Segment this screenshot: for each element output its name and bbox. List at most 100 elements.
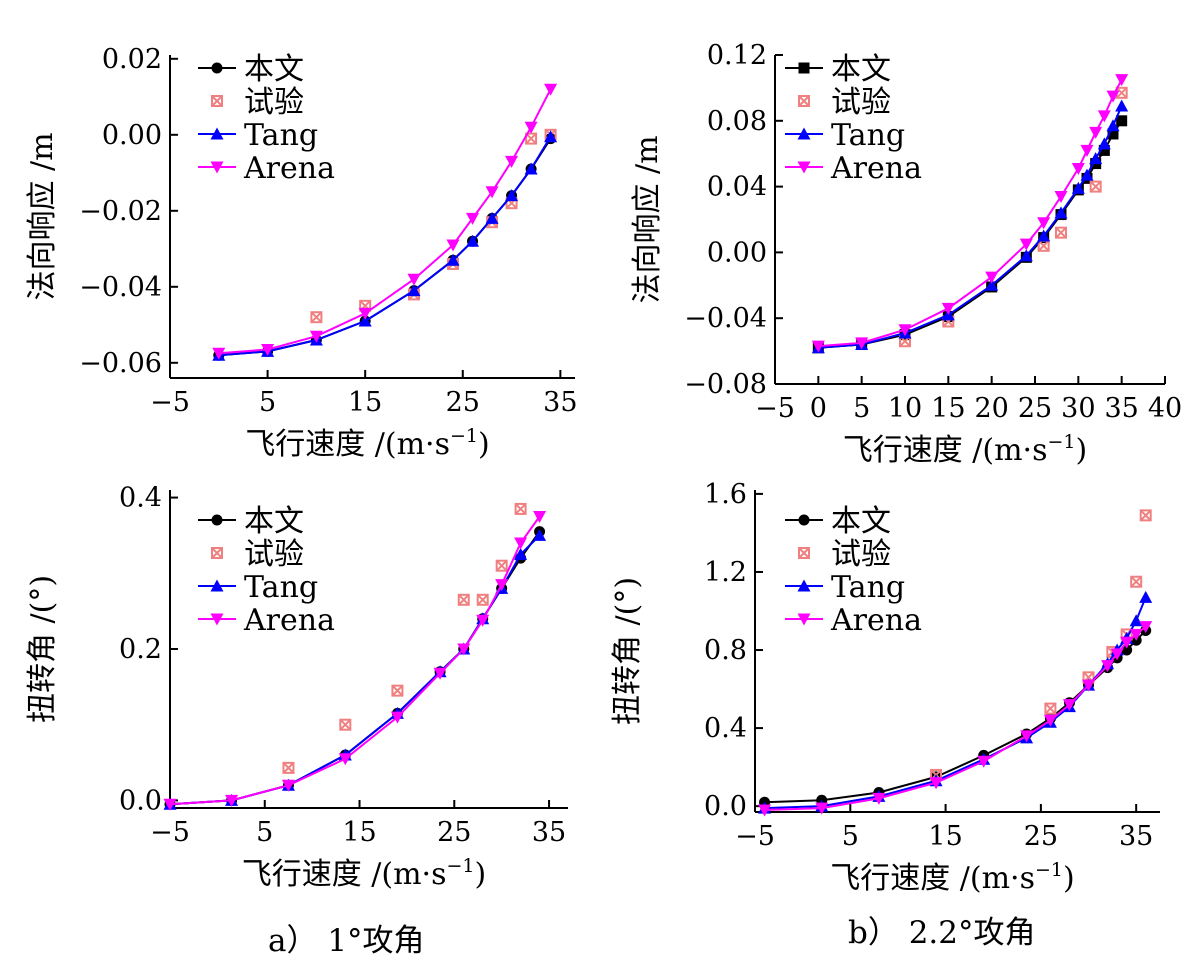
legend-label: 试验 xyxy=(244,85,304,120)
x-tick-label: 35 xyxy=(1119,821,1153,852)
x-axis-label: 飞行速度 /(m·s−1) xyxy=(242,855,486,892)
legend-label: Arena xyxy=(243,151,335,186)
data-point xyxy=(855,337,869,350)
y-tick-label: 0.4 xyxy=(704,713,747,744)
data-point xyxy=(476,593,489,606)
series-试验 xyxy=(310,128,557,324)
data-point xyxy=(358,307,372,320)
data-point xyxy=(1019,249,1033,262)
data-point xyxy=(466,234,480,247)
data-point xyxy=(446,253,460,266)
legend-marker xyxy=(211,514,223,526)
data-point xyxy=(1121,644,1133,656)
x-tick-label: 25 xyxy=(446,387,480,418)
y-tick-label: 1.2 xyxy=(704,557,747,588)
legend-label: Tang xyxy=(244,570,318,605)
x-axis-label: 飞行速度 /(m·s−1) xyxy=(245,425,489,462)
data-point xyxy=(929,777,943,790)
x-tick-label: 5 xyxy=(853,393,870,424)
y-tick-label: 0.4 xyxy=(119,483,162,514)
data-point xyxy=(758,804,772,817)
legend-marker xyxy=(211,95,223,107)
y-tick-label: 0.0 xyxy=(704,791,747,822)
data-point xyxy=(466,212,480,225)
x-tick-label: 15 xyxy=(931,393,965,424)
legend-marker xyxy=(210,161,224,174)
data-point xyxy=(339,718,352,731)
x-tick-label: 35 xyxy=(532,817,566,848)
data-point xyxy=(338,753,352,766)
data-point xyxy=(282,761,295,774)
data-point xyxy=(544,130,558,143)
data-point xyxy=(485,211,499,224)
legend-marker xyxy=(798,547,810,559)
legend-label: 试验 xyxy=(831,537,891,572)
legend-marker xyxy=(211,547,223,559)
x-tick-label: 5 xyxy=(842,821,859,852)
caption-b: b） 2.2°攻角 xyxy=(848,915,1036,951)
legend-marker xyxy=(797,613,811,626)
series-Tang xyxy=(758,590,1153,814)
series-line xyxy=(169,531,541,806)
x-tick-label: 10 xyxy=(888,393,922,424)
y-tick-label: 0.02 xyxy=(102,44,162,75)
data-point xyxy=(1062,699,1076,712)
series-试验 xyxy=(282,502,527,774)
series-line xyxy=(764,629,1147,804)
caption-a: a） 1°攻角 xyxy=(268,923,425,959)
legend-marker xyxy=(797,579,811,592)
data-point xyxy=(163,798,177,811)
legend-marker xyxy=(797,127,811,140)
data-point xyxy=(524,121,538,134)
chart-b1: −0.08 −0.04 0.00 0.04 0.08 0.12 −5 0 5 10 15 20 25 30… xyxy=(630,40,1182,468)
series-本文 xyxy=(164,526,546,810)
y-tick-label: 0.2 xyxy=(119,634,162,665)
x-tick-label: 15 xyxy=(342,817,376,848)
x-tick-label: 20 xyxy=(974,393,1008,424)
legend-label: Arena xyxy=(243,603,335,638)
series-试验 xyxy=(899,86,1128,348)
data-point xyxy=(872,792,886,805)
y-tick-label: 0.00 xyxy=(102,120,162,151)
x-tick-label: 25 xyxy=(1018,393,1052,424)
x-tick-label: 40 xyxy=(1148,393,1182,424)
data-point xyxy=(1037,217,1051,230)
data-point xyxy=(261,344,275,356)
legend-label: 本文 xyxy=(244,504,304,539)
chart-a1: −0.06 −0.04 −0.02 0.00 0.02 −5 5 15 25 35 飞行速度 /(m… xyxy=(25,44,578,462)
data-point xyxy=(1019,238,1033,251)
data-point xyxy=(310,311,323,324)
data-point xyxy=(1089,126,1103,139)
legend-marker xyxy=(211,62,223,74)
x-tick-label: 5 xyxy=(259,387,276,418)
data-point xyxy=(514,547,528,560)
series-Arena xyxy=(758,621,1153,817)
series-Arena xyxy=(811,74,1129,353)
data-point xyxy=(985,271,999,284)
data-point xyxy=(1115,99,1129,112)
y-tick-label: 1.6 xyxy=(704,479,747,510)
series-Tang xyxy=(811,99,1129,354)
data-point xyxy=(1115,74,1129,87)
data-point xyxy=(1097,137,1111,150)
x-tick-label: 35 xyxy=(543,387,577,418)
data-point xyxy=(1139,509,1152,522)
data-point xyxy=(1101,660,1115,673)
data-point xyxy=(811,340,825,353)
data-point xyxy=(525,132,538,145)
data-point xyxy=(407,284,421,297)
data-point xyxy=(524,162,538,175)
data-point xyxy=(281,779,295,792)
data-point xyxy=(457,643,471,656)
data-point xyxy=(1129,628,1143,641)
data-point xyxy=(514,537,528,550)
series-本文 xyxy=(759,625,1152,808)
data-point xyxy=(1139,621,1153,634)
data-point xyxy=(941,302,955,315)
series-line xyxy=(764,596,1147,810)
y-axis-label: 法向响应 /m xyxy=(630,135,665,303)
data-point xyxy=(1043,714,1057,727)
data-point xyxy=(1054,190,1068,203)
